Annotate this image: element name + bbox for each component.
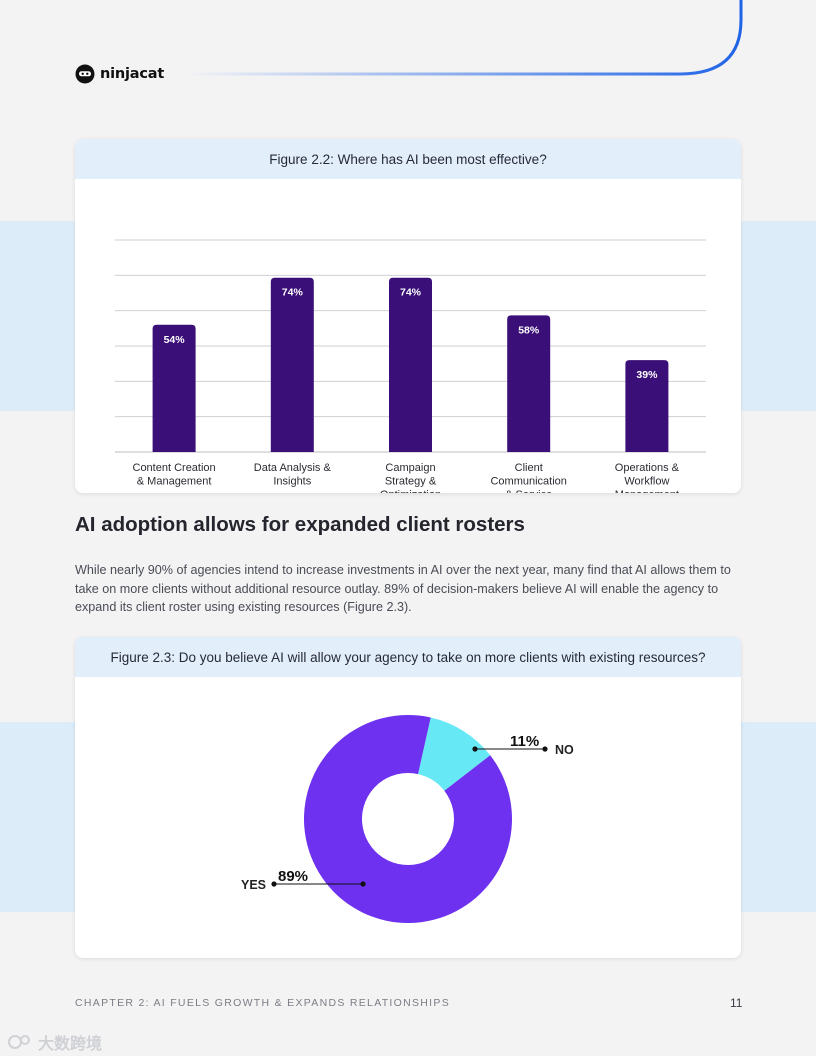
donut-label-yes: 89% YES	[241, 868, 366, 892]
bar-value-label: 54%	[164, 334, 186, 346]
header-curve-decoration	[185, 0, 743, 76]
bar-chart: 54% Content Creation & Management 74% Data A…	[115, 239, 706, 493]
category-label-line: Client	[515, 462, 543, 474]
category-label-line: Optimization	[380, 489, 441, 493]
page-number: 11	[730, 996, 743, 1010]
bar-group: 54%	[152, 324, 196, 452]
bar-group: 39%	[625, 360, 669, 452]
section-title: AI adoption allows for expanded client r…	[75, 513, 525, 536]
category-label: Data Analysis & Insights	[254, 462, 332, 488]
figure-2-2-card: Figure 2.2: Where has AI been most effec…	[75, 139, 741, 493]
watermark-logo-icon	[8, 1035, 30, 1049]
category-label-line: Workflow	[624, 476, 669, 488]
donut-chart: 11% NO 89% YES	[241, 715, 574, 923]
donut-slice-no	[418, 717, 491, 791]
category-label-line: & Management	[137, 476, 212, 488]
category-label-line: Management	[615, 489, 679, 493]
decorative-band	[741, 722, 816, 912]
bar	[389, 277, 432, 452]
slice-name-label: YES	[241, 878, 266, 892]
bar-group: 74%	[270, 277, 314, 452]
ninjacat-logo-icon	[75, 64, 95, 84]
slice-value-label: 89%	[278, 868, 308, 885]
footer-chapter-title: CHAPTER 2: AI FUELS GROWTH & EXPANDS REL…	[75, 997, 451, 1009]
figure-2-2-caption: Figure 2.2: Where has AI been most effec…	[75, 139, 741, 179]
section-body-text: While nearly 90% of agencies intend to i…	[75, 563, 731, 614]
category-label-line: Strategy &	[385, 476, 437, 488]
category-label-line: Content Creation	[133, 462, 216, 474]
decorative-band	[0, 221, 75, 411]
leader-dot	[360, 881, 366, 887]
bar	[625, 360, 669, 452]
category-label: Client Communication& Service	[490, 462, 566, 493]
category-label-line: Campaign	[385, 462, 435, 474]
bar-value-label: 39%	[636, 369, 658, 381]
brand-name: ninjacat	[100, 66, 165, 82]
figure-2-3-caption: Figure 2.3: Do you believe AI will allow…	[75, 637, 741, 677]
bar	[507, 315, 551, 452]
slice-value-label: 11%	[510, 733, 539, 750]
bar	[270, 277, 314, 452]
category-label-line: Communication	[490, 476, 566, 488]
watermark: 大数跨境	[8, 1030, 102, 1054]
category-label-line: Operations &	[615, 462, 680, 474]
watermark-text: 大数跨境	[38, 1036, 103, 1053]
decorative-band	[741, 221, 816, 411]
donut-slice-yes	[304, 715, 512, 923]
category-label-line: Data Analysis &	[254, 462, 332, 474]
bar	[152, 324, 196, 452]
category-label: Operations & WorkflowManagement	[615, 462, 680, 493]
figure-2-3-card: Figure 2.3: Do you believe AI will allow…	[75, 637, 741, 958]
donut-label-no: 11% NO	[472, 733, 574, 757]
slice-name-label: NO	[555, 743, 574, 757]
category-label: Campaign Strategy &Optimization	[380, 462, 441, 493]
category-label: Content Creation & Management	[133, 462, 216, 488]
category-label-line: Insights	[273, 476, 311, 488]
bar-value-label: 58%	[518, 324, 540, 336]
brand-logo: ninjacat	[75, 64, 164, 84]
bar-group: 74%	[389, 277, 432, 452]
leader-dot	[542, 746, 548, 752]
bar-value-label: 74%	[400, 287, 422, 299]
bar-value-label: 74%	[282, 287, 304, 299]
category-label-line: & Service	[505, 489, 552, 493]
leader-dot	[271, 881, 277, 887]
bar-group: 58%	[507, 315, 551, 452]
leader-dot	[472, 746, 478, 752]
decorative-band	[0, 722, 75, 912]
